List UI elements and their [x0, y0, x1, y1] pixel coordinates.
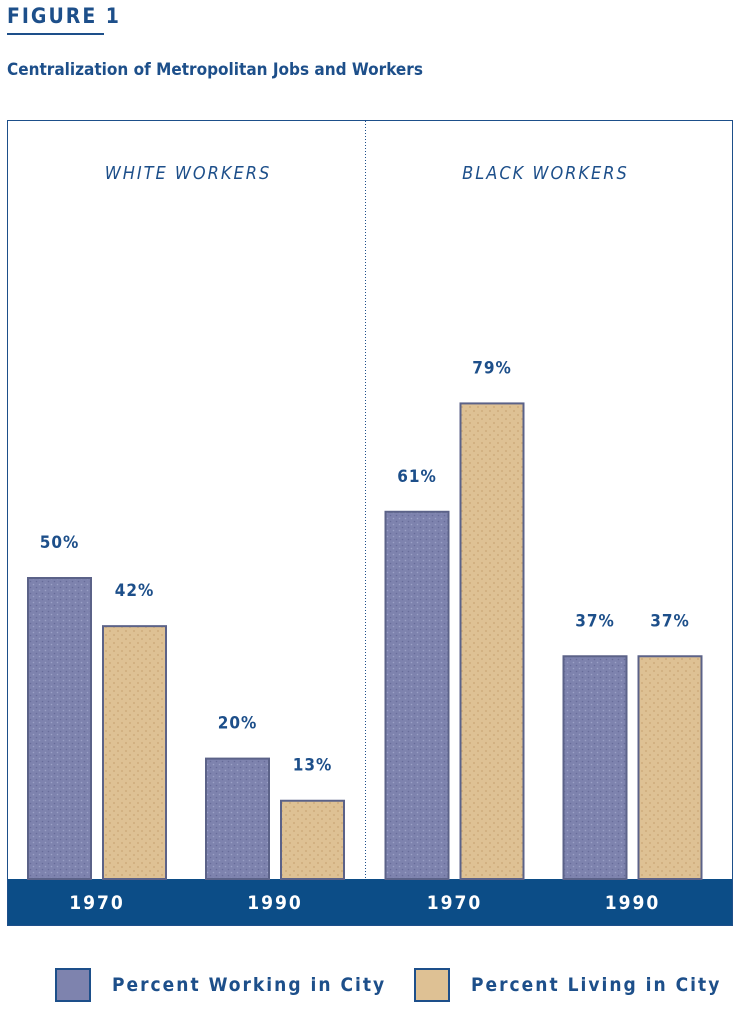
figure-label-underline	[7, 33, 104, 35]
data-label-working-1970-panel2: 61%	[397, 467, 437, 487]
bar-living-1970-panel2	[459, 402, 525, 880]
bar-working-1970-panel1	[27, 577, 92, 880]
data-label-living-1990-panel1: 13%	[293, 756, 333, 776]
chart-frame: WHITE WORKERS 50% 42% 1970 20% 13% 1990 BLACK W…	[7, 120, 733, 926]
bar-working-1990-panel1	[205, 757, 270, 880]
figure-title: Centralization of Metropolitan Jobs and …	[7, 60, 423, 80]
figure-label: FIGURE 1	[7, 4, 121, 28]
legend-item-living: Percent Living in City	[414, 967, 721, 1003]
data-label-working-1970-panel1: 50%	[40, 533, 80, 553]
legend-item-working: Percent Working in City	[55, 967, 386, 1003]
data-label-living-1970-panel1: 42%	[115, 581, 155, 601]
bar-chart: WHITE WORKERS 50% 42% 1970 20% 13% 1990 BLACK W…	[8, 121, 732, 925]
x-tick-label-1970-panel1: 1970	[69, 892, 125, 914]
year-axis-band	[8, 879, 732, 925]
panel-title-1: WHITE WORKERS	[105, 163, 272, 184]
bar-working-1970-panel2	[384, 510, 450, 880]
bar-living-1990-panel1	[280, 799, 345, 880]
x-tick-label-1990-panel2: 1990	[605, 892, 661, 914]
legend-swatch-living	[414, 968, 450, 1002]
bar-living-1970-panel1	[102, 625, 167, 880]
legend-label-working: Percent Working in City	[112, 974, 387, 996]
x-tick-label-1990-panel1: 1990	[247, 892, 303, 914]
bar-working-1990-panel2	[562, 655, 628, 881]
data-label-living-1970-panel2: 79%	[472, 358, 512, 378]
bar-living-1990-panel2	[637, 655, 703, 881]
data-label-living-1990-panel2: 37%	[650, 611, 690, 631]
x-tick-label-1970-panel2: 1970	[427, 892, 483, 914]
legend-label-living: Percent Living in City	[471, 974, 722, 996]
data-label-working-1990-panel2: 37%	[575, 611, 615, 631]
data-label-working-1990-panel1: 20%	[218, 714, 258, 734]
panel-title-2: BLACK WORKERS	[462, 163, 629, 184]
legend-swatch-working	[55, 968, 91, 1002]
